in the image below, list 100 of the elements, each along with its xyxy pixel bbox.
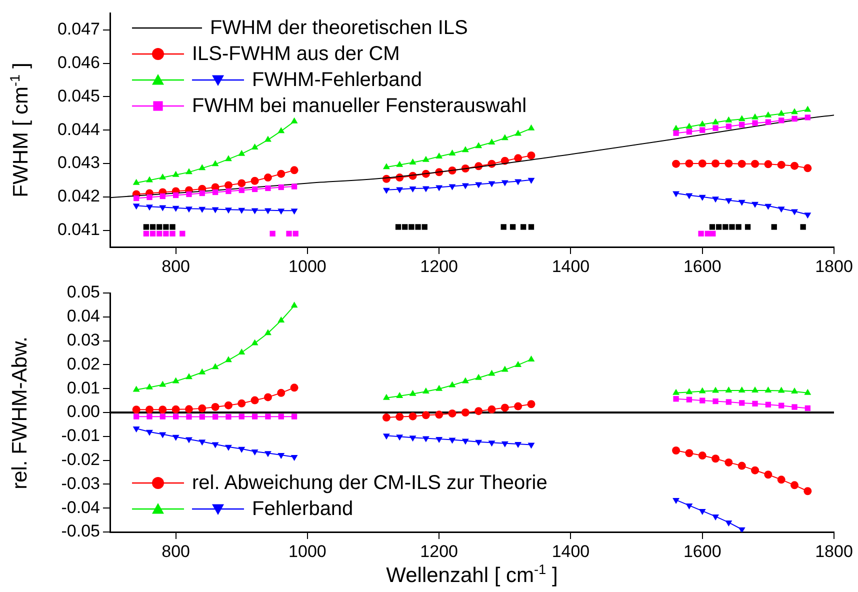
x-tick-label: 800 [162,256,190,276]
point [462,438,469,445]
point [500,224,506,230]
point [488,370,496,376]
point [382,434,390,440]
point [170,224,176,230]
point [186,206,192,213]
point [752,386,758,393]
point [725,198,732,204]
point [146,414,152,420]
point [225,208,232,214]
point [712,514,719,520]
x-tick-label: 1000 [288,256,326,276]
point [792,116,798,122]
point [488,405,496,414]
point [396,392,404,398]
point [145,406,154,414]
x-tick-label: 1400 [552,256,590,276]
point [790,162,799,170]
point [738,115,746,122]
point [226,188,232,194]
point [382,163,390,170]
point [132,406,140,414]
point [709,224,716,230]
point [225,356,232,362]
point [778,402,784,408]
point [159,174,166,180]
point [212,414,218,420]
y-axis-title: rel. FWHM-Abw. [8,336,32,489]
point [132,426,140,433]
point [739,122,745,128]
point [475,440,482,446]
point [700,398,706,404]
point [698,230,704,236]
point [402,224,408,230]
point [448,184,456,190]
point [146,176,153,182]
point [286,230,292,236]
point [686,128,692,135]
point [146,204,153,211]
point [514,130,522,136]
point [791,387,798,394]
point [710,230,716,236]
point [290,166,298,174]
point [198,164,206,170]
point [500,404,509,412]
point [238,150,246,156]
point [146,194,152,200]
point [291,184,298,190]
y-tick-label: -0.03 [61,474,100,493]
point [725,386,732,393]
point [514,402,522,410]
point [264,208,272,214]
point [672,446,680,454]
point [264,174,272,182]
point [163,224,169,230]
point [752,120,758,126]
point [290,384,298,392]
y-tick-label: 0.03 [66,330,100,350]
point [726,124,732,130]
point [744,224,751,230]
point [251,208,258,214]
point [725,520,732,526]
point [198,404,206,412]
point [238,446,246,453]
point [791,108,798,114]
x-tick-label: 1600 [683,542,722,561]
x-tick-label: 1200 [420,256,458,276]
point [686,122,693,129]
y-tick-label: -0.01 [61,426,100,446]
y-tick-label: 0.046 [57,52,100,72]
point [238,187,244,194]
point [180,230,186,236]
point [278,453,285,460]
point [186,437,192,444]
point [264,393,272,402]
point [804,164,812,172]
point [716,224,722,230]
point [238,399,246,408]
point [726,399,732,405]
point [698,120,706,126]
x-tick-label: 800 [162,542,190,561]
point [712,398,718,404]
point [422,436,430,442]
point [172,206,180,212]
point [672,498,680,504]
point [199,414,205,420]
point [685,449,694,458]
point [462,146,469,152]
point [396,412,404,421]
point [686,193,693,200]
y-tick-label: 0.045 [57,86,100,106]
point [170,230,176,236]
point [382,394,390,400]
point [501,134,508,140]
point [778,386,785,393]
point [186,414,192,420]
point [238,179,246,188]
point [270,230,276,236]
point [251,449,258,456]
